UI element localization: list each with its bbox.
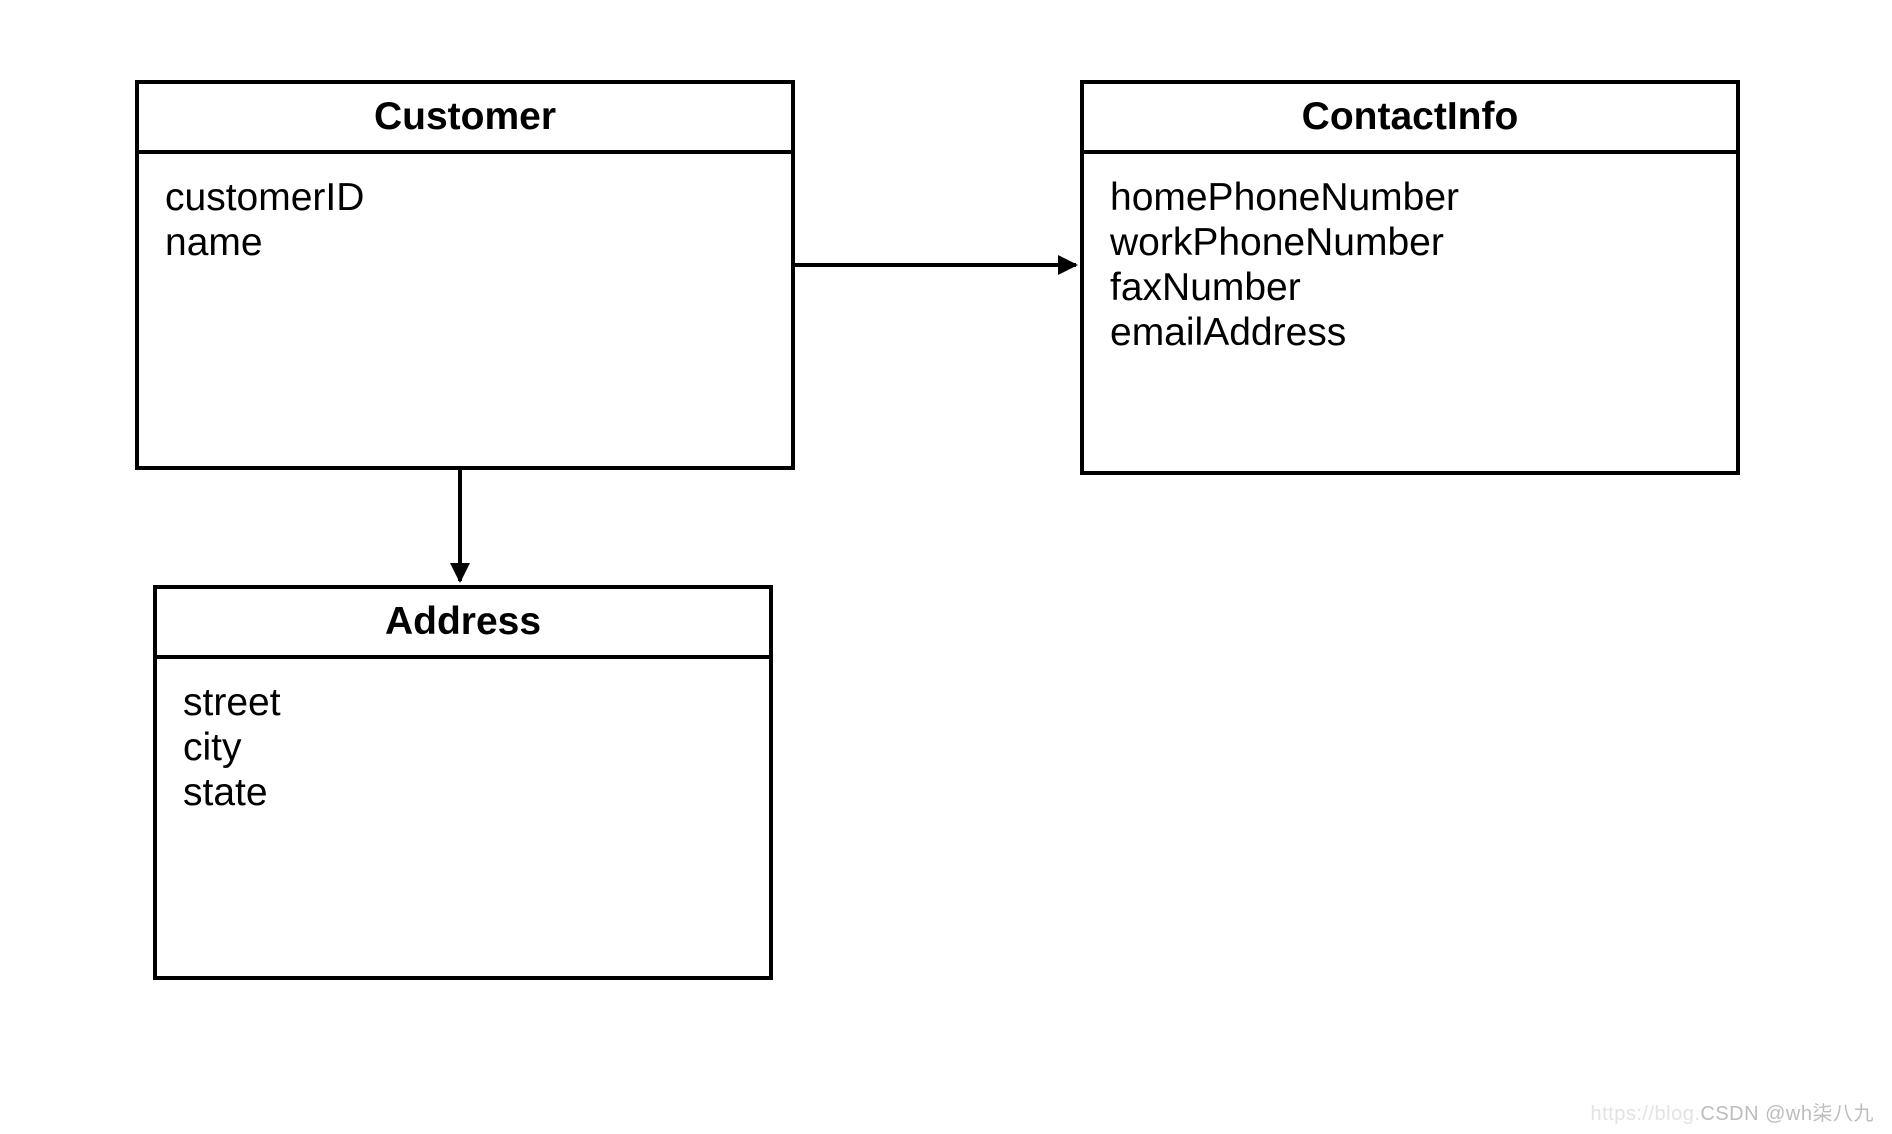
watermark-text: CSDN @wh柒八九 [1700,1103,1874,1125]
attr-name: name [165,221,765,266]
attr-homePhoneNumber: homePhoneNumber [1110,176,1710,221]
attr-customerID: customerID [165,176,765,221]
class-contactinfo-title: ContactInfo [1084,84,1736,154]
attr-emailAddress: emailAddress [1110,311,1710,356]
attr-faxNumber: faxNumber [1110,266,1710,311]
watermark: https://blog.CSDN @wh柒八九 [1590,1097,1874,1126]
attr-street: street [183,681,743,726]
class-address-body: street city state [157,659,769,838]
attr-workPhoneNumber: workPhoneNumber [1110,221,1710,266]
watermark-faint: https://blog. [1590,1103,1700,1125]
class-contactinfo: ContactInfo homePhoneNumber workPhoneNum… [1080,80,1740,475]
class-customer-body: customerID name [139,154,791,288]
diagram-canvas: Customer customerID name ContactInfo hom… [0,0,1892,1134]
class-customer: Customer customerID name [135,80,795,470]
class-address: Address street city state [153,585,773,980]
attr-city: city [183,726,743,771]
attr-state: state [183,771,743,816]
class-contactinfo-body: homePhoneNumber workPhoneNumber faxNumbe… [1084,154,1736,377]
class-customer-title: Customer [139,84,791,154]
class-address-title: Address [157,589,769,659]
